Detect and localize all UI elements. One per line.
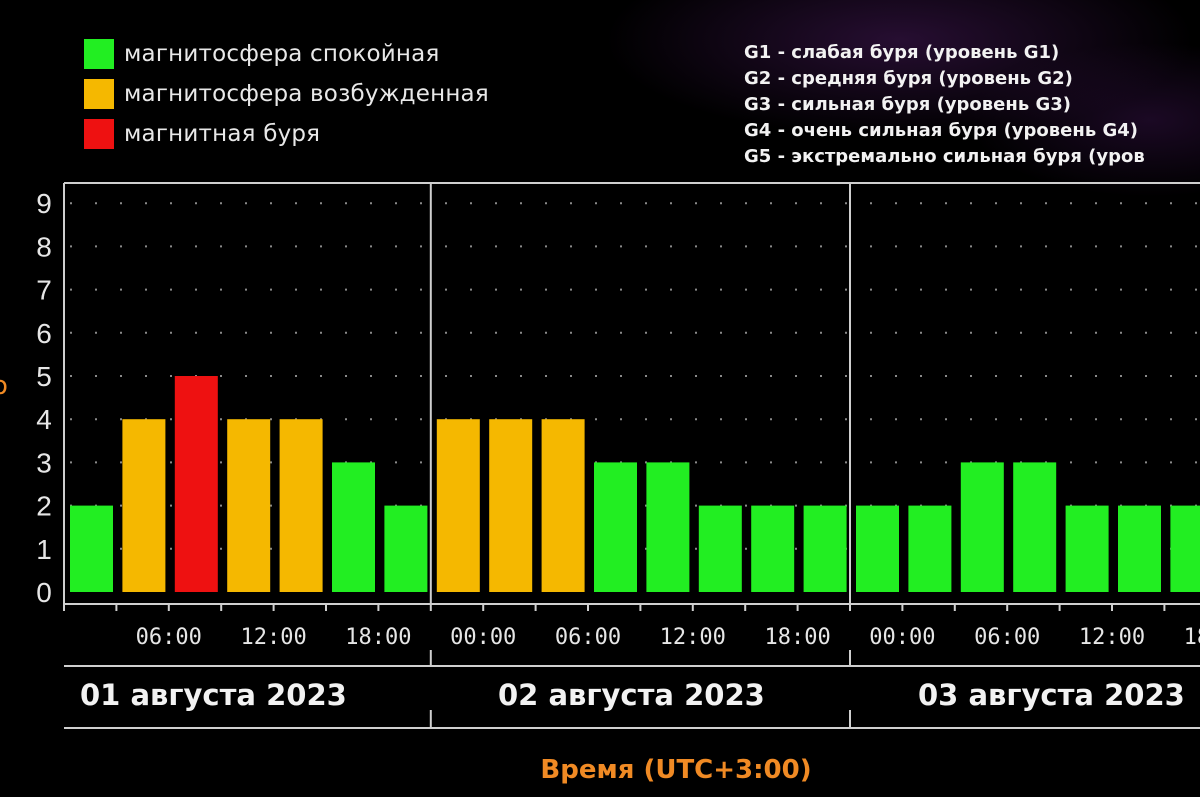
bar-10 — [541, 419, 585, 592]
y-tick-label-2: 2 — [36, 491, 52, 522]
y-tick-label-6: 6 — [36, 318, 52, 349]
bar-20 — [1065, 505, 1109, 592]
g-scale-line-g5: G5 - экстремально сильная буря (уров — [744, 146, 1145, 167]
bar-15 — [803, 505, 847, 592]
legend-item-storm: магнитная буря — [84, 114, 489, 154]
g-scale-line-g1: G1 - слабая буря (уровень G1) — [744, 42, 1060, 63]
x-tick-label-9: 06:00 — [974, 625, 1040, 650]
bar-18 — [960, 462, 1004, 592]
legend-swatch-green — [84, 39, 114, 69]
date-label-1: 01 августа 2023 — [80, 678, 347, 712]
legend-swatch-orange — [84, 79, 114, 109]
x-tick-label-8: 00:00 — [869, 625, 935, 650]
legend-label-excited: магнитосфера возбужденная — [124, 81, 489, 107]
legend-swatch-red — [84, 119, 114, 149]
bar-11 — [594, 462, 637, 592]
bar-8 — [436, 419, 480, 592]
g-scale-line-g3: G3 - сильная буря (уровень G3) — [744, 94, 1071, 115]
bar-9 — [489, 419, 533, 592]
bar-4 — [227, 419, 271, 592]
x-tick-label-5: 06:00 — [555, 625, 621, 650]
y-axis-title: о — [0, 371, 8, 401]
legend: магнитосфера спокойная магнитосфера возб… — [84, 34, 489, 154]
y-tick-label-3: 3 — [36, 447, 52, 478]
legend-label-storm: магнитная буря — [124, 121, 321, 147]
date-label-3: 03 августа 2023 — [918, 678, 1185, 712]
x-tick-label-6: 12:00 — [660, 625, 726, 650]
g-scale-line-g2: G2 - средняя буря (уровень G2) — [744, 68, 1073, 89]
legend-label-calm: магнитосфера спокойная — [124, 41, 440, 67]
x-tick-label-3: 18:00 — [345, 625, 411, 650]
bar-21 — [1118, 505, 1161, 592]
g-scale-list: G1 - слабая буря (уровень G1) G2 - средн… — [744, 40, 1145, 170]
bar-16 — [856, 505, 899, 592]
bar-3 — [174, 376, 218, 592]
y-tick-label-0: 0 — [36, 577, 52, 608]
bar-5 — [279, 419, 323, 592]
date-label-2: 02 августа 2023 — [498, 678, 765, 712]
legend-item-excited: магнитосфера возбужденная — [84, 74, 489, 114]
legend-item-calm: магнитосфера спокойная — [84, 34, 489, 74]
bar-1 — [70, 505, 113, 592]
bar-22 — [1170, 505, 1200, 592]
y-tick-label-7: 7 — [36, 275, 52, 306]
y-tick-label-4: 4 — [36, 404, 52, 435]
y-tick-label-1: 1 — [36, 534, 52, 565]
x-tick-label-2: 12:00 — [240, 625, 306, 650]
bar-12 — [646, 462, 690, 592]
bar-14 — [751, 505, 795, 592]
y-tick-label-5: 5 — [36, 361, 52, 392]
x-tick-label-10: 12:00 — [1079, 625, 1145, 650]
x-tick-label-7: 18:00 — [764, 625, 830, 650]
bar-19 — [1013, 462, 1057, 592]
g-scale-line-g4: G4 - очень сильная буря (уровень G4) — [744, 120, 1139, 141]
x-tick-label-11: 18:00 — [1184, 625, 1200, 650]
background-glow — [0, 0, 1200, 200]
bar-13 — [698, 505, 742, 592]
bar-2 — [122, 419, 166, 592]
y-tick-label-8: 8 — [36, 231, 52, 262]
bar-6 — [332, 462, 375, 592]
bar-17 — [908, 505, 952, 592]
x-tick-label-4: 00:00 — [450, 625, 516, 650]
x-axis-title: Время (UTC+3:00) — [540, 755, 811, 785]
x-tick-label-1: 06:00 — [136, 625, 202, 650]
bar-7 — [384, 505, 428, 592]
y-tick-label-9: 9 — [36, 188, 52, 219]
